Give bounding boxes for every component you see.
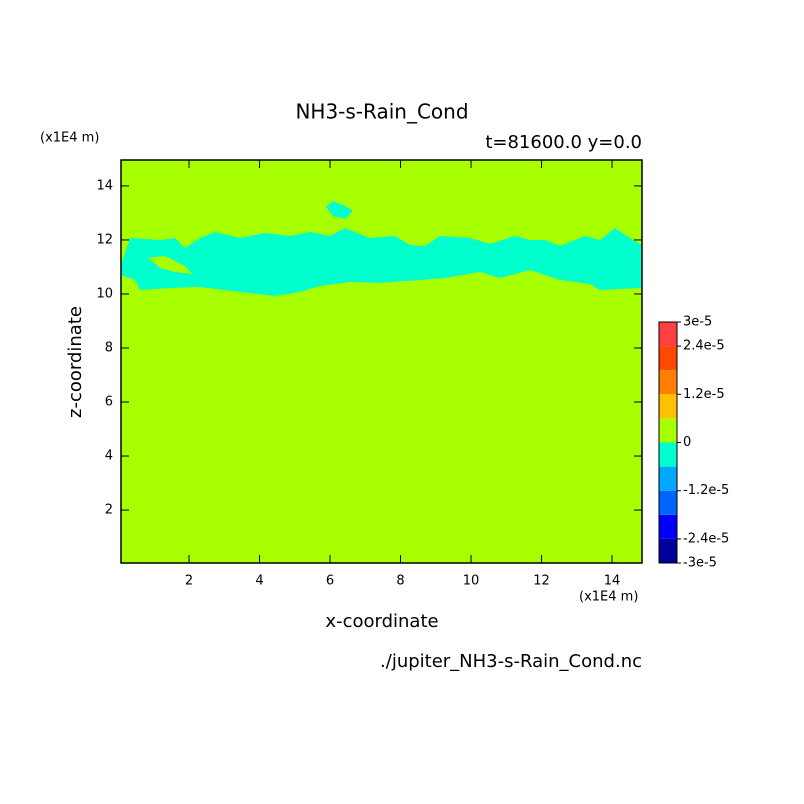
colorbar-band — [659, 370, 677, 395]
colorbar-label: -1.2e-5 — [683, 483, 729, 498]
x-tick-label: 6 — [326, 574, 334, 589]
colorbar-band — [659, 322, 677, 347]
y-tick-label: 12 — [96, 232, 113, 247]
colorbar-band — [659, 538, 677, 563]
y-axis-label: z-coordinate — [65, 306, 86, 418]
x-unit: (x1E4 m) — [579, 590, 638, 605]
chart-title: NH3-s-Rain_Cond — [295, 100, 468, 124]
colorbar-band — [659, 394, 677, 419]
negative-region — [121, 228, 642, 296]
x-tick-label: 14 — [604, 574, 621, 589]
colorbar-label: -2.4e-5 — [683, 531, 729, 546]
y-tick-label: 6 — [105, 395, 113, 410]
x-tick-label: 12 — [533, 574, 550, 589]
x-tick-label: 4 — [255, 574, 263, 589]
colorbar-band — [659, 490, 677, 515]
colorbar-label: 2.4e-5 — [683, 339, 725, 354]
negative-region — [326, 201, 353, 219]
colorbar-label: 0 — [683, 435, 691, 450]
field-background — [121, 160, 642, 563]
colorbar-label: 3e-5 — [683, 315, 712, 330]
y-tick-label: 10 — [96, 286, 113, 301]
x-tick-label: 10 — [463, 574, 480, 589]
y-tick-label: 14 — [96, 178, 113, 193]
colorbar-band — [659, 442, 677, 467]
contour-field — [121, 160, 642, 563]
colorbar-label: -3e-5 — [683, 556, 717, 571]
source-file: ./jupiter_NH3-s-Rain_Cond.nc — [380, 651, 642, 672]
subtitle: t=81600.0 y=0.0 — [485, 132, 642, 153]
colorbar-band — [659, 514, 677, 539]
colorbar-label: 1.2e-5 — [683, 387, 725, 402]
y-tick-label: 8 — [105, 340, 113, 355]
x-tick-label: 2 — [185, 574, 193, 589]
y-unit: (x1E4 m) — [40, 131, 99, 146]
x-tick-label: 8 — [396, 574, 404, 589]
y-tick-label: 4 — [105, 449, 113, 464]
x-axis-label: x-coordinate — [325, 611, 438, 632]
colorbar-band — [659, 418, 677, 443]
y-tick-label: 2 — [105, 503, 113, 518]
colorbar-band — [659, 346, 677, 371]
colorbar-band — [659, 466, 677, 491]
plot-frame — [120, 159, 643, 564]
